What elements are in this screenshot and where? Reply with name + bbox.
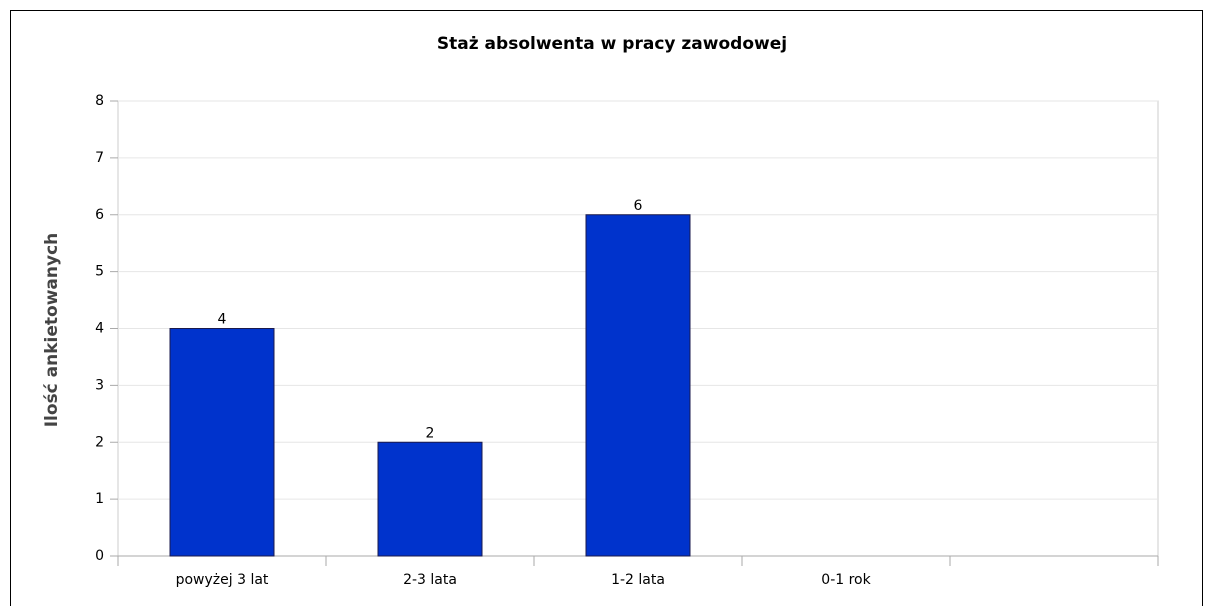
y-tick-label: 2 xyxy=(95,434,104,450)
y-tick-label: 5 xyxy=(95,264,104,280)
data-label: 6 xyxy=(634,198,643,214)
bar xyxy=(169,328,275,557)
bar xyxy=(377,441,483,557)
x-tick-label: 1-2 lata xyxy=(611,572,665,588)
bar xyxy=(585,214,691,557)
y-tick-label: 1 xyxy=(95,491,104,507)
y-tick-label: 0 xyxy=(95,548,104,564)
x-tick-label: 0-1 rok xyxy=(821,572,871,588)
x-tick-label: 2-3 lata xyxy=(403,572,457,588)
y-tick-label: 8 xyxy=(95,93,104,109)
y-axis-label: Ilość ankietowanych xyxy=(42,233,62,428)
data-label: 4 xyxy=(218,312,227,328)
y-tick-label: 4 xyxy=(95,321,104,337)
y-tick-label: 3 xyxy=(95,377,104,393)
x-tick-label: powyżej 3 lat xyxy=(176,572,269,588)
y-tick-label: 7 xyxy=(95,150,104,166)
data-label: 2 xyxy=(426,425,435,441)
chart-title: Staż absolwenta w pracy zawodowej xyxy=(437,34,787,54)
y-tick-label: 6 xyxy=(95,207,104,223)
